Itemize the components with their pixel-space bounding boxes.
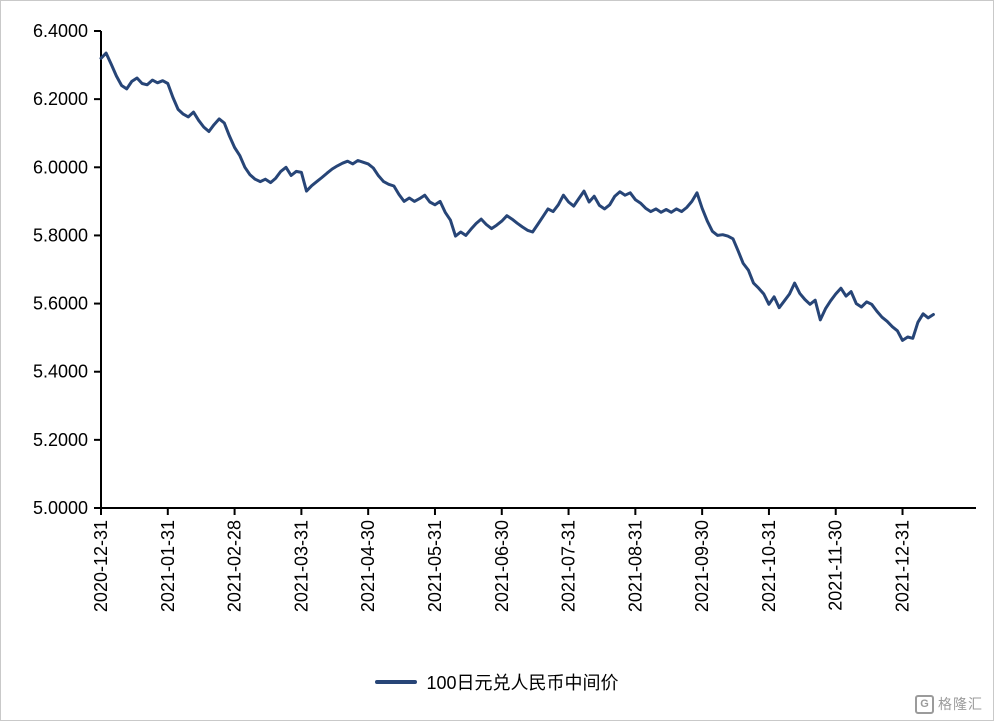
y-tick-label: 5.2000 (33, 430, 88, 450)
x-tick-label: 2021-03-31 (291, 520, 311, 612)
y-tick-label: 5.0000 (33, 498, 88, 518)
y-tick-label: 6.4000 (33, 21, 88, 41)
watermark: G 格隆汇 (915, 694, 983, 714)
x-tick-label: 2021-02-28 (225, 520, 245, 612)
x-tick-label: 2021-01-31 (158, 520, 178, 612)
y-tick-label: 6.2000 (33, 89, 88, 109)
x-tick-label: 2021-05-31 (425, 520, 445, 612)
line-chart: 5.0000 5.2000 5.4000 5.6000 5.8000 6.0000 6.20… (33, 21, 976, 612)
y-tick-label: 5.8000 (33, 225, 88, 245)
x-tick-label: 2021-10-31 (759, 520, 779, 612)
x-tick-label: 2021-12-31 (893, 520, 913, 612)
watermark-text: 格隆汇 (938, 696, 983, 712)
y-tick-label: 5.6000 (33, 294, 88, 314)
legend-line-sample (375, 680, 418, 684)
x-tick-label: 2021-06-30 (492, 520, 512, 612)
gelonghui-logo-icon: G (915, 694, 934, 714)
data-line (99, 51, 935, 342)
legend: 100日元兑人民币中间价 (1, 669, 993, 695)
x-tick-label: 2021-09-30 (692, 520, 712, 612)
y-tick-label: 6.0000 (33, 157, 88, 177)
y-tick-label: 5.4000 (33, 362, 88, 382)
x-tick-label: 2020-12-31 (91, 520, 111, 612)
x-tick-label: 2021-11-30 (826, 520, 846, 611)
legend-label: 100日元兑人民币中间价 (426, 673, 619, 693)
x-tick-label: 2021-04-30 (358, 520, 378, 612)
x-tick-label: 2021-07-31 (559, 520, 579, 612)
x-tick-label: 2021-08-31 (625, 520, 645, 612)
